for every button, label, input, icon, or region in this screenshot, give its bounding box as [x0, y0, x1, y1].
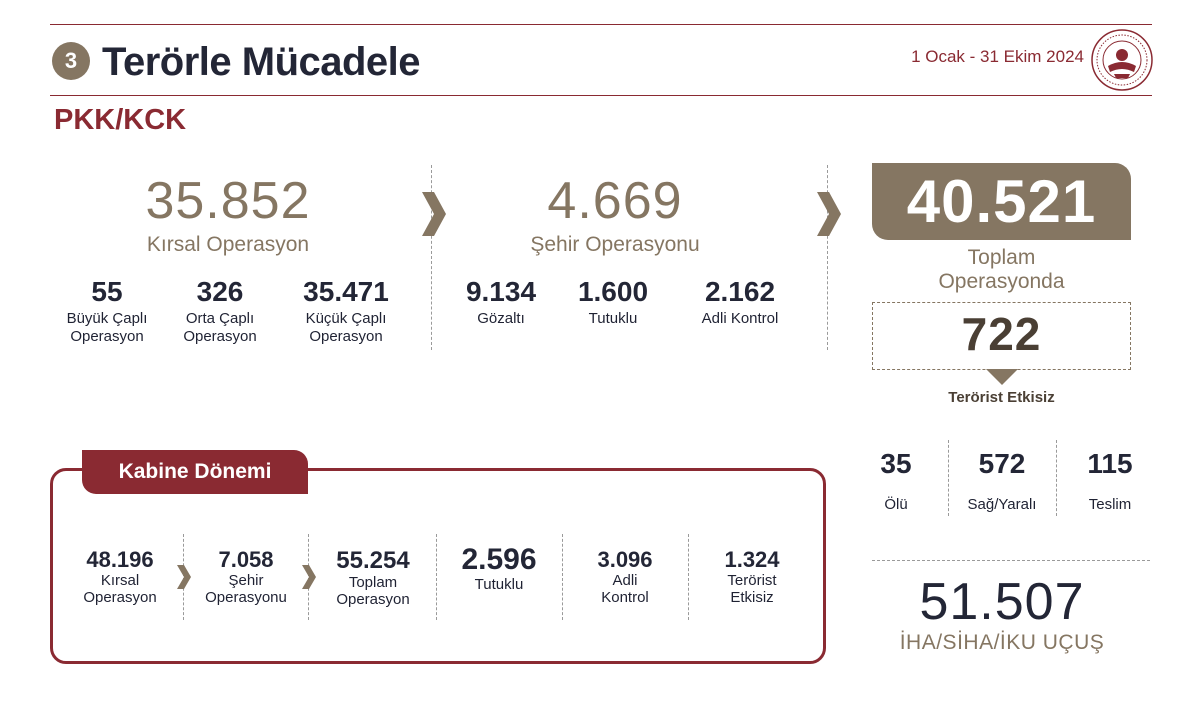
- divider: [948, 440, 949, 516]
- divider: [688, 534, 689, 620]
- breakdown-surrendered: 115 Teslim: [1068, 448, 1152, 514]
- divider: [436, 534, 437, 620]
- rural-item-label: Büyük Çaplı: [66, 310, 148, 327]
- cabinet-item-neutralized: 1.324 Terörist Etkisiz: [692, 547, 812, 607]
- total-operations-label-line: Toplam: [967, 246, 1036, 269]
- total-operations-box: 40.521: [872, 163, 1131, 240]
- chevron-right-icon: [177, 565, 191, 589]
- urban-item-value: 1.600: [577, 276, 649, 307]
- urban-item-label: Tutuklu: [588, 310, 638, 327]
- breakdown-dead: 35 Ölü: [856, 448, 936, 514]
- cabinet-item-value: 2.596: [461, 543, 537, 576]
- divider: [1056, 440, 1057, 516]
- section-number: 3: [64, 48, 78, 73]
- breakdown-value: 35: [880, 448, 912, 479]
- header-bottom-rule: [50, 95, 1152, 96]
- cabinet-period-panel: [50, 468, 826, 664]
- rural-item-label: Operasyon: [183, 328, 257, 345]
- caret-down-icon: [986, 369, 1018, 385]
- cabinet-item-value: 1.324: [724, 547, 780, 572]
- total-operations-label: Toplam Operasyonda: [872, 246, 1131, 294]
- total-operations-label-line: Operasyonda: [938, 270, 1065, 293]
- breakdown-label: Teslim: [1088, 496, 1132, 513]
- breakdown-label: Sağ/Yaralı: [967, 496, 1037, 513]
- chevron-right-icon: [817, 192, 841, 236]
- date-range: 1 Ocak - 31 Ekim 2024: [911, 47, 1084, 66]
- page-title: Terörle Mücadele: [102, 40, 421, 84]
- section-subtitle: PKK/KCK: [54, 104, 187, 136]
- cabinet-item-value: 3.096: [597, 547, 653, 572]
- cabinet-item-arrested: 2.596 Tutuklu: [440, 543, 558, 594]
- urban-item-value: 2.162: [704, 276, 776, 307]
- rural-total-label: Kırsal Operasyon: [146, 233, 310, 256]
- rural-item-small: 35.471 Küçük Çaplı Operasyon: [282, 276, 410, 346]
- cabinet-item-label: Adli: [612, 572, 638, 589]
- rural-item-value: 35.471: [303, 276, 389, 307]
- breakdown-value: 115: [1087, 448, 1133, 479]
- rural-item-value: 55: [91, 276, 123, 307]
- rural-item-medium: 326 Orta Çaplı Operasyon: [165, 276, 275, 346]
- header-top-rule: [50, 24, 1152, 25]
- rural-item-label: Operasyon: [70, 328, 144, 345]
- urban-item-detention: 9.134 Gözaltı: [446, 276, 556, 328]
- urban-item-value: 9.134: [465, 276, 537, 307]
- cabinet-item-label: Etkisiz: [730, 589, 774, 606]
- divider: [431, 165, 432, 350]
- uav-flights-label: İHA/SİHA/İKU UÇUŞ: [899, 631, 1105, 654]
- divider: [308, 534, 309, 620]
- breakdown-value: 572: [978, 448, 1026, 479]
- cabinet-item-label: Kırsal: [100, 572, 140, 589]
- breakdown-label: Ölü: [884, 496, 908, 513]
- cabinet-item-rural: 48.196 Kırsal Operasyon: [60, 547, 180, 607]
- cabinet-item-total: 55.254 Toplam Operasyon: [314, 547, 432, 609]
- cabinet-item-label: Terörist: [727, 572, 777, 589]
- cabinet-period-title: Kabine Dönemi: [82, 450, 308, 494]
- cabinet-item-value: 48.196: [86, 547, 154, 572]
- urban-item-arrested: 1.600 Tutuklu: [558, 276, 668, 328]
- rural-item-label: Orta Çaplı: [185, 310, 255, 327]
- uav-flights-value: 51.507: [919, 573, 1085, 631]
- cabinet-item-label: Kontrol: [601, 589, 649, 606]
- divider: [872, 560, 1150, 561]
- rural-item-value: 326: [196, 276, 244, 307]
- ministry-emblem: [1090, 28, 1154, 92]
- cabinet-item-label: Tutuklu: [474, 576, 524, 593]
- urban-item-label: Adli Kontrol: [701, 310, 779, 327]
- neutralized-value: 722: [961, 308, 1042, 360]
- urban-total-label: Şehir Operasyonu: [530, 233, 700, 256]
- cabinet-item-label: Operasyonu: [205, 589, 287, 606]
- breakdown-wounded: 572 Sağ/Yaralı: [950, 448, 1054, 514]
- divider: [562, 534, 563, 620]
- chevron-right-icon: [422, 192, 446, 236]
- divider: [183, 534, 184, 620]
- cabinet-item-label: Operasyon: [83, 589, 157, 606]
- rural-item-large: 55 Büyük Çaplı Operasyon: [52, 276, 162, 346]
- cabinet-item-label: Toplam: [348, 574, 398, 591]
- neutralized-box: 722: [872, 302, 1131, 370]
- cabinet-item-urban: 7.058 Şehir Operasyonu: [188, 547, 304, 607]
- divider: [827, 165, 828, 350]
- urban-item-label: Gözaltı: [477, 310, 525, 327]
- urban-total-value: 4.669: [547, 172, 683, 230]
- section-number-badge: 3: [52, 42, 90, 80]
- rural-item-label: Operasyon: [309, 328, 383, 345]
- cabinet-item-label: Operasyon: [336, 591, 410, 608]
- rural-item-label: Küçük Çaplı: [305, 310, 387, 327]
- total-operations-value: 40.521: [906, 168, 1097, 235]
- cabinet-item-value: 55.254: [336, 547, 410, 574]
- cabinet-item-judicial-control: 3.096 Adli Kontrol: [566, 547, 684, 607]
- neutralized-label: Terörist Etkisiz: [948, 389, 1055, 406]
- cabinet-item-value: 7.058: [218, 547, 274, 572]
- urban-item-judicial-control: 2.162 Adli Kontrol: [678, 276, 802, 328]
- rural-total-value: 35.852: [145, 172, 311, 230]
- chevron-right-icon: [302, 565, 316, 589]
- cabinet-item-label: Şehir: [228, 572, 264, 589]
